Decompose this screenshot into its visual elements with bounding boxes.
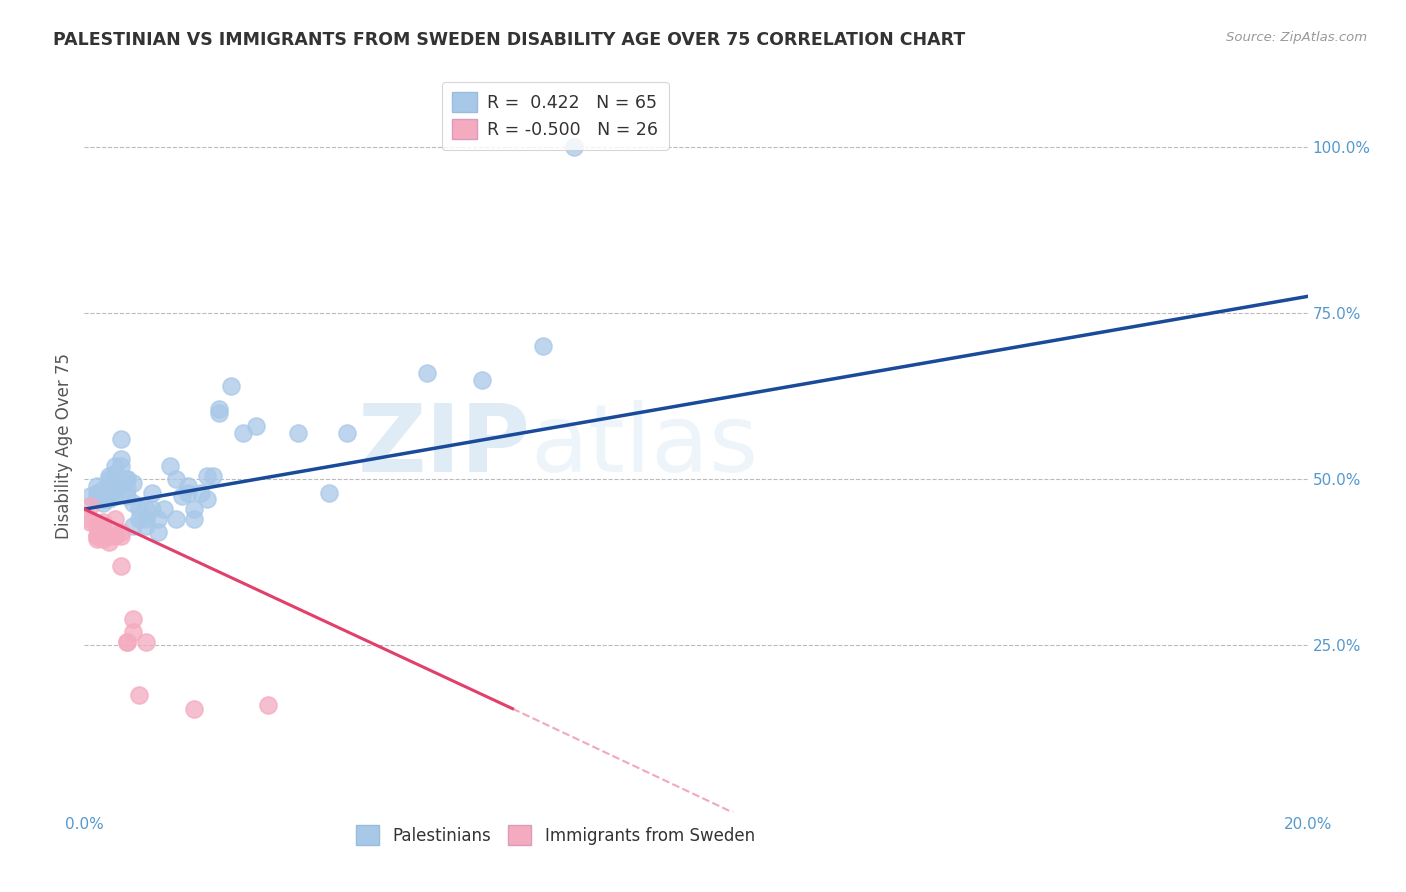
Point — [471, 372, 494, 386]
Point — [146, 525, 169, 540]
Point — [86, 518, 108, 533]
Point — [110, 475, 132, 490]
Point — [110, 433, 132, 447]
Text: Source: ZipAtlas.com: Source: ZipAtlas.com — [1226, 31, 1367, 45]
Point — [97, 485, 120, 500]
Point — [97, 469, 120, 483]
Point — [91, 522, 114, 536]
Point — [562, 140, 585, 154]
Point — [153, 502, 176, 516]
Point — [86, 529, 108, 543]
Point — [86, 479, 108, 493]
Point — [91, 529, 114, 543]
Point — [183, 502, 205, 516]
Point — [201, 469, 224, 483]
Point — [104, 469, 127, 483]
Point — [104, 482, 127, 496]
Point — [141, 485, 163, 500]
Point — [91, 532, 114, 546]
Point — [172, 489, 194, 503]
Point — [195, 469, 218, 483]
Point — [128, 689, 150, 703]
Point — [195, 492, 218, 507]
Point — [97, 485, 120, 500]
Point — [110, 452, 132, 467]
Point — [115, 635, 138, 649]
Point — [287, 425, 309, 440]
Point — [86, 529, 108, 543]
Point — [79, 489, 101, 503]
Point — [122, 475, 145, 490]
Point — [416, 366, 439, 380]
Point — [122, 625, 145, 640]
Point — [79, 499, 101, 513]
Point — [531, 339, 554, 353]
Text: PALESTINIAN VS IMMIGRANTS FROM SWEDEN DISABILITY AGE OVER 75 CORRELATION CHART: PALESTINIAN VS IMMIGRANTS FROM SWEDEN DI… — [53, 31, 966, 49]
Point — [97, 479, 120, 493]
Point — [122, 612, 145, 626]
Point — [128, 512, 150, 526]
Point — [110, 558, 132, 573]
Y-axis label: Disability Age Over 75: Disability Age Over 75 — [55, 353, 73, 539]
Point — [97, 535, 120, 549]
Point — [135, 518, 157, 533]
Point — [115, 489, 138, 503]
Point — [135, 512, 157, 526]
Point — [86, 485, 108, 500]
Point — [91, 516, 114, 530]
Point — [128, 502, 150, 516]
Point — [79, 516, 101, 530]
Point — [110, 458, 132, 473]
Text: ZIP: ZIP — [359, 400, 531, 492]
Point — [146, 512, 169, 526]
Point — [104, 529, 127, 543]
Point — [232, 425, 254, 440]
Point — [115, 482, 138, 496]
Point — [91, 492, 114, 507]
Point — [79, 512, 101, 526]
Point — [208, 402, 231, 417]
Point — [104, 512, 127, 526]
Point — [183, 701, 205, 715]
Point — [110, 529, 132, 543]
Point — [141, 502, 163, 516]
Point — [122, 495, 145, 509]
Point — [219, 379, 242, 393]
Legend: Palestinians, Immigrants from Sweden: Palestinians, Immigrants from Sweden — [346, 815, 765, 855]
Point — [104, 466, 127, 480]
Point — [115, 472, 138, 486]
Point — [208, 406, 231, 420]
Point — [91, 489, 114, 503]
Point — [159, 458, 181, 473]
Point — [91, 482, 114, 496]
Point — [86, 532, 108, 546]
Point — [110, 525, 132, 540]
Point — [97, 492, 120, 507]
Point — [190, 485, 212, 500]
Point — [104, 458, 127, 473]
Point — [115, 635, 138, 649]
Point — [135, 502, 157, 516]
Point — [165, 472, 187, 486]
Point — [257, 698, 280, 713]
Point — [104, 479, 127, 493]
Point — [183, 512, 205, 526]
Point — [336, 425, 359, 440]
Point — [91, 495, 114, 509]
Point — [177, 479, 200, 493]
Point — [86, 492, 108, 507]
Point — [97, 529, 120, 543]
Point — [104, 489, 127, 503]
Point — [245, 419, 267, 434]
Point — [177, 485, 200, 500]
Point — [122, 518, 145, 533]
Point — [97, 472, 120, 486]
Text: atlas: atlas — [531, 400, 759, 492]
Point — [318, 485, 340, 500]
Point — [135, 635, 157, 649]
Point — [165, 512, 187, 526]
Point — [115, 472, 138, 486]
